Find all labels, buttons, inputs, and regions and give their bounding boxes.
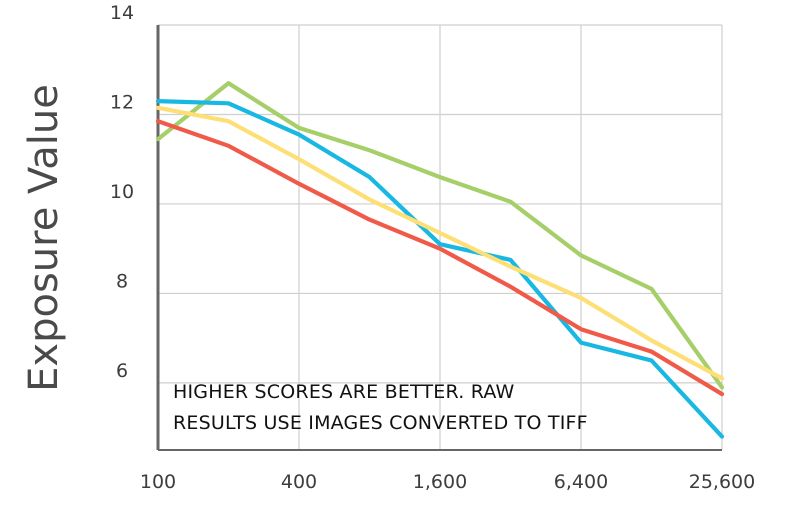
axes-layer xyxy=(156,25,722,451)
x-tick-label: 1,600 xyxy=(413,471,467,493)
y-tick-label: 12 xyxy=(110,91,134,113)
y-tick-label: 10 xyxy=(110,181,134,203)
y-tick-label: 8 xyxy=(116,270,128,292)
x-tick-label: 6,400 xyxy=(554,471,608,493)
x-tick-label: 100 xyxy=(140,471,176,493)
y-tick-label: 14 xyxy=(110,2,134,24)
chart-note-line-2: RESULTS USE IMAGES CONVERTED TO TIFF xyxy=(173,412,588,434)
series-line-4 xyxy=(155,119,725,397)
series-line-3 xyxy=(155,105,725,381)
x-tick-label: 400 xyxy=(281,471,317,493)
y-axis-title: Exposure Value xyxy=(21,84,67,392)
series-layer xyxy=(155,81,725,439)
labels-layer: 100 400 1,600 6,400 25,600 6 8 10 12 14 xyxy=(110,2,755,493)
grid-layer xyxy=(158,24,723,450)
chart-note-line-1: HIGHER SCORES ARE BETTER. RAW xyxy=(173,381,514,403)
series-line-2 xyxy=(155,98,725,439)
y-tick-label: 6 xyxy=(116,360,128,382)
x-tick-label: 25,600 xyxy=(689,471,755,493)
series-line-1 xyxy=(155,81,725,390)
